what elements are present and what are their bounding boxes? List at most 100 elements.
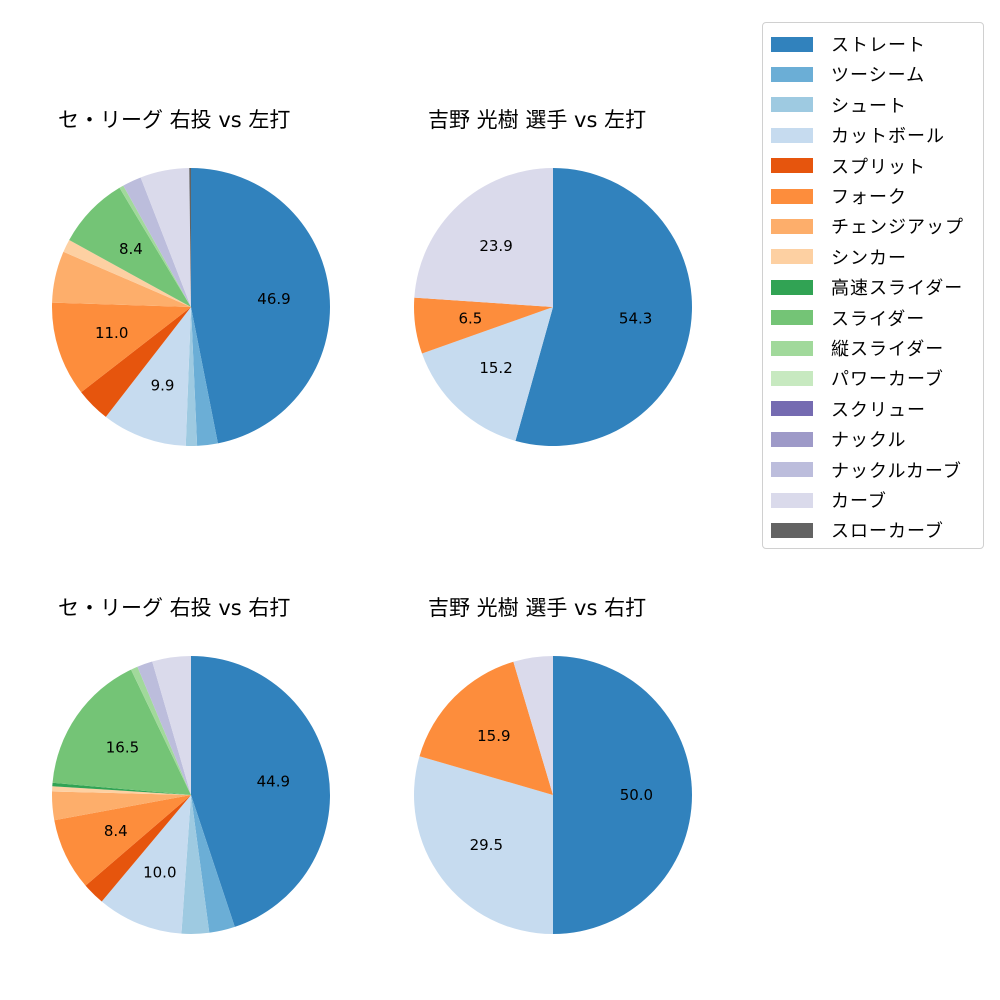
pie-slice <box>81 307 191 417</box>
legend-label: ツーシーム <box>831 65 926 87</box>
pie-slice <box>553 656 692 934</box>
chart-title-top-left: セ・リーグ 右投 vs 左打 <box>58 108 291 132</box>
legend-label: スライダー <box>831 308 926 330</box>
pie-slice-label: 15.9 <box>477 727 510 745</box>
pie-slice-label: 44.9 <box>257 773 290 791</box>
legend-swatch <box>771 401 813 417</box>
legend-label: 縦スライダー <box>831 339 945 360</box>
pie-slice <box>85 795 191 902</box>
legend-swatch <box>771 279 813 295</box>
legend-item: スローカーブ <box>771 518 944 542</box>
pie-slice <box>414 297 553 354</box>
pie-slice-label: 8.4 <box>119 240 143 258</box>
legend-swatch <box>771 522 813 538</box>
legend-swatch <box>771 36 813 52</box>
legend-item: ナックル <box>771 427 906 451</box>
pie-slice <box>123 177 191 307</box>
pie-slice-label: 8.4 <box>104 822 128 840</box>
legend-swatch <box>771 431 813 447</box>
legend-item: スクリュー <box>771 397 926 421</box>
pie-slice <box>191 307 218 446</box>
legend: ストレートツーシームシュートカットボールスプリットフォークチェンジアップ シンカー… <box>762 22 984 549</box>
legend-label: カーブ <box>831 491 887 512</box>
legend-swatch <box>771 340 813 356</box>
pie-slice <box>63 240 191 307</box>
legend-swatch <box>771 158 813 174</box>
legend-label: ストレート <box>831 35 926 56</box>
pie-slice <box>515 168 693 446</box>
legend-item: パワーカーブ <box>771 366 944 390</box>
legend-item: スプリット <box>771 154 926 178</box>
pie-slice-label: 6.5 <box>458 309 482 327</box>
pie-slice-label: 15.2 <box>479 359 512 377</box>
pie-slice <box>185 307 198 447</box>
pie-slice <box>413 756 553 934</box>
legend-item: ストレート <box>771 32 926 56</box>
legend-item: 縦スライダー <box>771 336 944 360</box>
legend-label: チェンジアップ <box>831 217 964 239</box>
pie-slice-label: 10.0 <box>143 863 176 881</box>
legend-label: スクリュー <box>831 399 926 421</box>
pie-slice <box>51 302 191 393</box>
legend-label: シュート <box>831 95 907 117</box>
pie-slice <box>152 656 191 795</box>
pie-slice <box>101 795 191 934</box>
legend-swatch <box>771 370 813 386</box>
pie-slice <box>422 307 553 441</box>
pie-slice-label: 54.3 <box>619 309 652 327</box>
legend-item: カットボール <box>771 123 945 147</box>
pie-slice <box>54 795 191 886</box>
pie-slice <box>513 656 553 795</box>
pie-slice <box>52 782 191 795</box>
pie-slice <box>119 185 191 307</box>
pie-slice <box>52 791 191 821</box>
pie-slice-label: 46.9 <box>257 290 290 308</box>
pie-slice <box>69 187 191 307</box>
legend-label: パワーカーブ <box>831 369 944 391</box>
chart-title-bottom-left: セ・リーグ 右投 vs 右打 <box>58 596 291 620</box>
pie-slice <box>189 168 191 307</box>
legend-swatch <box>771 188 813 204</box>
legend-label: カットボール <box>831 126 945 148</box>
legend-swatch <box>771 127 813 143</box>
pie-slice-label: 16.5 <box>106 738 139 756</box>
pie-slice <box>52 786 191 795</box>
pie-slice <box>140 168 191 307</box>
legend-item: シンカー <box>771 245 907 269</box>
legend-label: フォーク <box>831 187 907 208</box>
pie-slice-label: 50.0 <box>620 786 653 804</box>
legend-item: カーブ <box>771 488 887 512</box>
pie-slice <box>105 307 191 446</box>
legend-item: フォーク <box>771 184 907 208</box>
legend-swatch <box>771 462 813 478</box>
pie-slice <box>52 669 191 795</box>
legend-label: シンカー <box>831 247 907 269</box>
legend-item: 高速スライダー <box>771 275 963 299</box>
pie-slice <box>131 666 191 795</box>
legend-label: ナックルカーブ <box>831 460 962 482</box>
pie-slice <box>191 795 235 933</box>
pie-slice-label: 11.0 <box>95 324 128 342</box>
legend-label: スローカーブ <box>831 521 944 543</box>
legend-label: 高速スライダー <box>831 278 964 300</box>
legend-item: ツーシーム <box>771 62 925 86</box>
chart-title-bottom-right: 吉野 光樹 選手 vs 右打 <box>428 596 647 620</box>
pie-slice <box>137 661 191 795</box>
legend-swatch <box>771 97 813 113</box>
pie-slice <box>191 656 330 927</box>
legend-item: シュート <box>771 93 907 117</box>
legend-item: ナックルカーブ <box>771 458 962 482</box>
chart-title-top-right: 吉野 光樹 選手 vs 左打 <box>428 108 647 132</box>
pie-slice <box>181 795 210 934</box>
legend-swatch <box>771 310 813 326</box>
pie-slice <box>52 251 191 307</box>
legend-item: スライダー <box>771 306 925 330</box>
legend-swatch <box>771 492 813 508</box>
legend-swatch <box>771 249 813 265</box>
pie-slice <box>419 661 553 795</box>
pie-slice <box>191 168 331 444</box>
